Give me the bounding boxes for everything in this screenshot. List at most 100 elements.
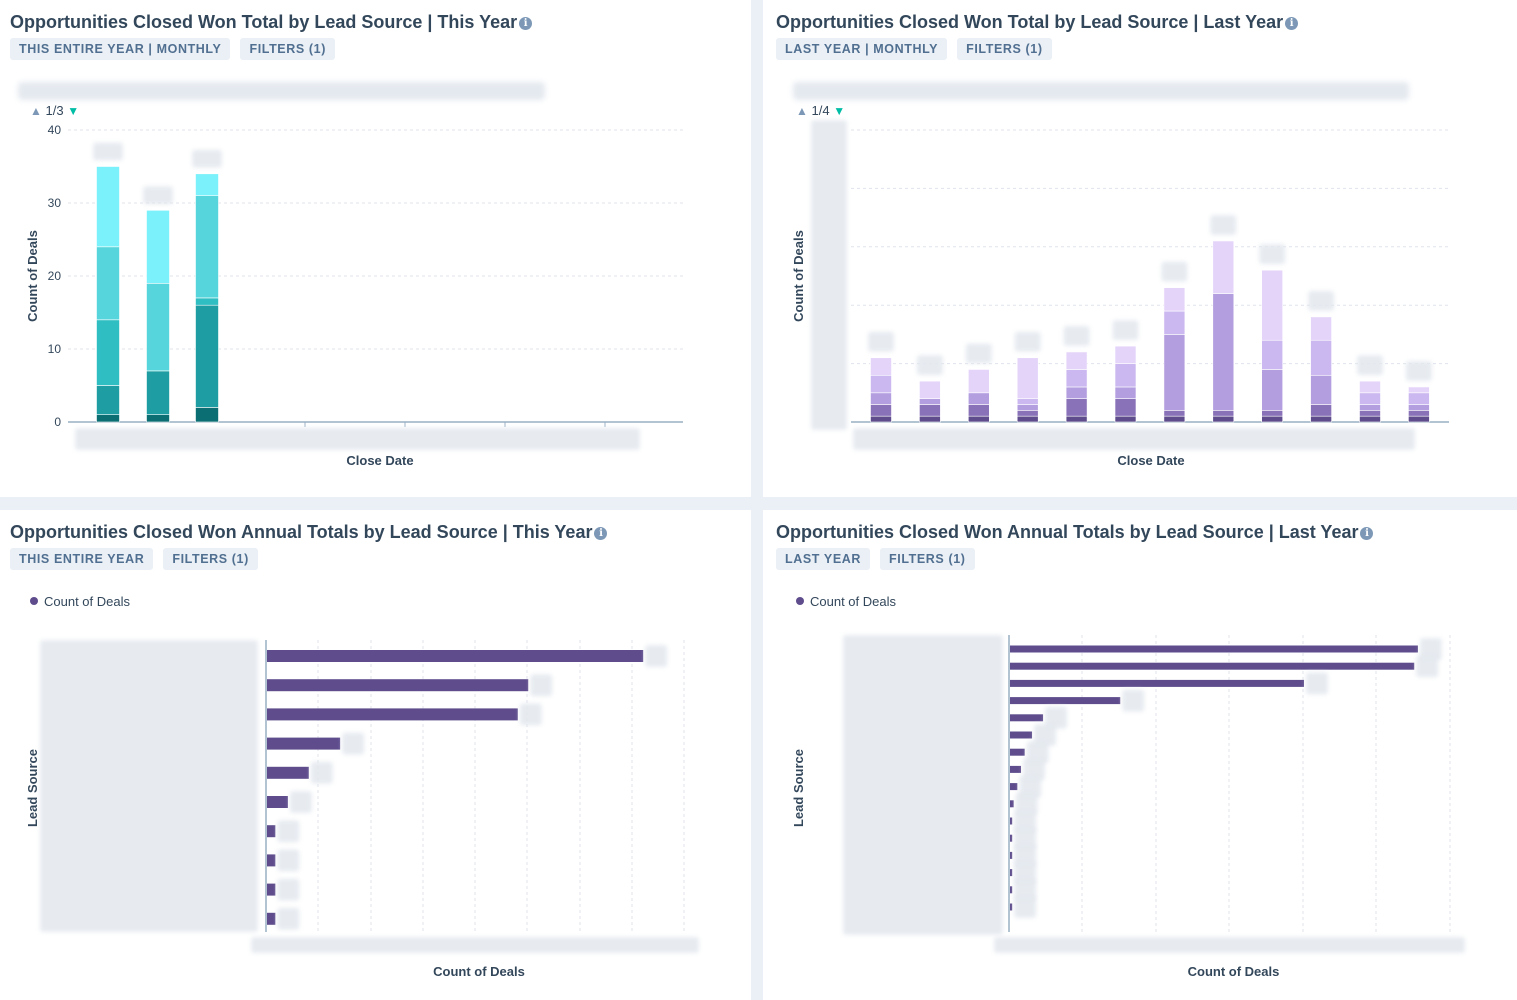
bar-segment[interactable] [1114,415,1137,423]
bar-segment[interactable] [1310,404,1332,417]
bar-segment[interactable] [1408,386,1430,394]
bar-segment[interactable] [870,357,892,376]
bar-segment[interactable] [1016,404,1039,411]
bar-segment[interactable] [1163,410,1186,417]
bar-segment[interactable] [1065,386,1088,399]
bar-segment[interactable] [870,392,892,405]
bar-segment[interactable] [1212,410,1235,417]
bar-segment[interactable] [1016,398,1039,405]
bar-segment[interactable] [1212,293,1235,411]
panel-title[interactable]: Opportunities Closed Won Annual Totals b… [776,522,1374,543]
bar[interactable] [267,708,518,721]
bar-segment[interactable] [1359,415,1381,423]
bar-segment[interactable] [1212,415,1235,423]
bar-segment[interactable] [96,166,120,248]
bar-segment[interactable] [870,374,892,394]
info-icon[interactable]: i [594,527,608,540]
info-icon[interactable]: i [519,17,533,30]
bar[interactable] [1010,731,1033,739]
bar[interactable] [1010,748,1025,756]
bar-segment[interactable] [1065,398,1088,417]
bar-segment[interactable] [146,414,170,423]
bar-segment[interactable] [195,304,219,408]
bar-segment[interactable] [1016,357,1039,399]
bar-segment[interactable] [1261,269,1284,341]
bar-segment[interactable] [146,282,170,372]
bar-segment[interactable] [1261,339,1284,370]
bar[interactable] [267,825,276,838]
bar-segment[interactable] [1212,240,1235,294]
bar-segment[interactable] [1359,404,1381,411]
bar[interactable] [1010,851,1013,859]
date-range-tag[interactable]: LAST YEAR | MONTHLY [776,38,948,60]
bar-segment[interactable] [195,407,219,423]
bar[interactable] [1010,697,1121,705]
bar[interactable] [267,737,341,750]
bar-segment[interactable] [146,210,170,284]
bar[interactable] [1010,662,1415,670]
bar-segment[interactable] [919,404,941,417]
info-icon[interactable]: i [1360,527,1374,540]
date-range-tag[interactable]: THIS ENTIRE YEAR [10,548,154,570]
bar-segment[interactable] [1408,415,1430,423]
bar-segment[interactable] [1310,316,1332,341]
filters-tag[interactable]: FILTERS (1) [163,548,258,570]
bar[interactable] [1010,817,1013,825]
bar-segment[interactable] [919,415,941,423]
bar[interactable] [267,650,644,662]
bar-segment[interactable] [96,414,120,423]
bar-segment[interactable] [1016,410,1039,417]
bar-segment[interactable] [96,319,120,386]
filters-tag[interactable]: FILTERS (1) [957,38,1052,60]
bar-segment[interactable] [1261,410,1284,417]
bar-segment[interactable] [1261,415,1284,423]
bar[interactable] [267,679,529,692]
filters-tag[interactable]: FILTERS (1) [240,38,335,60]
bar-segment[interactable] [1114,398,1137,417]
bar[interactable] [1010,714,1044,722]
page-up-icon[interactable]: ▲ [796,104,808,118]
filters-tag[interactable]: FILTERS (1) [880,548,975,570]
bar[interactable] [267,766,309,779]
bar-segment[interactable] [1114,386,1137,399]
bar-segment[interactable] [1163,310,1186,335]
bar-segment[interactable] [1163,415,1186,423]
bar-segment[interactable] [96,246,120,321]
bar[interactable] [1010,886,1013,894]
bar-segment[interactable] [1065,351,1088,370]
bar-segment[interactable] [919,398,941,405]
bar-segment[interactable] [870,404,892,417]
bar-segment[interactable] [1310,415,1332,423]
bar-segment[interactable] [195,173,219,197]
bar-segment[interactable] [1016,415,1039,423]
bar[interactable] [267,796,288,808]
bar-segment[interactable] [968,404,990,417]
bar-segment[interactable] [1114,363,1137,388]
bar-segment[interactable] [968,392,990,405]
bar-segment[interactable] [1163,287,1186,312]
bar[interactable] [1010,783,1018,791]
page-down-icon[interactable]: ▼ [833,104,846,118]
bar[interactable] [267,883,276,896]
bar-segment[interactable] [96,385,120,416]
bar-segment[interactable] [195,195,219,299]
bar[interactable] [1010,869,1013,877]
bar-segment[interactable] [146,370,170,415]
bar-segment[interactable] [1310,374,1332,405]
page-down-icon[interactable]: ▼ [67,104,80,118]
panel-title[interactable]: Opportunities Closed Won Total by Lead S… [776,12,1299,33]
bar-segment[interactable] [1065,369,1088,388]
bar-segment[interactable] [1408,404,1430,411]
bar-segment[interactable] [968,369,990,394]
bar-segment[interactable] [870,415,892,423]
bar[interactable] [267,854,276,867]
bar-segment[interactable] [1163,334,1186,411]
chart-legend[interactable]: Count of Deals [30,594,130,609]
bar-segment[interactable] [195,297,219,306]
panel-title[interactable]: Opportunities Closed Won Total by Lead S… [10,12,533,33]
bar-segment[interactable] [1408,410,1430,417]
bar-segment[interactable] [1065,415,1088,423]
bar[interactable] [1010,765,1022,773]
panel-title[interactable]: Opportunities Closed Won Annual Totals b… [10,522,608,543]
date-range-tag[interactable]: LAST YEAR [776,548,871,570]
